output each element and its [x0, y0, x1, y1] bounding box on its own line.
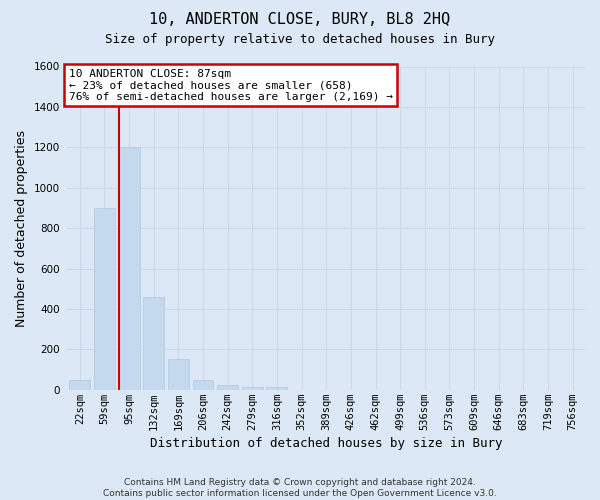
Bar	[94, 208, 115, 390]
Text: Contains HM Land Registry data © Crown copyright and database right 2024.
Contai: Contains HM Land Registry data © Crown c…	[103, 478, 497, 498]
Text: Size of property relative to detached houses in Bury: Size of property relative to detached ho…	[105, 32, 495, 46]
Bar	[217, 384, 238, 390]
Bar	[69, 380, 90, 390]
Bar	[193, 380, 214, 390]
Text: 10, ANDERTON CLOSE, BURY, BL8 2HQ: 10, ANDERTON CLOSE, BURY, BL8 2HQ	[149, 12, 451, 28]
Text: 10 ANDERTON CLOSE: 87sqm
← 23% of detached houses are smaller (658)
76% of semi-: 10 ANDERTON CLOSE: 87sqm ← 23% of detach…	[68, 68, 392, 102]
Bar	[242, 386, 263, 390]
Bar	[119, 148, 140, 390]
Bar	[266, 386, 287, 390]
X-axis label: Distribution of detached houses by size in Bury: Distribution of detached houses by size …	[150, 437, 502, 450]
Y-axis label: Number of detached properties: Number of detached properties	[15, 130, 28, 326]
Bar	[168, 360, 189, 390]
Bar	[143, 297, 164, 390]
